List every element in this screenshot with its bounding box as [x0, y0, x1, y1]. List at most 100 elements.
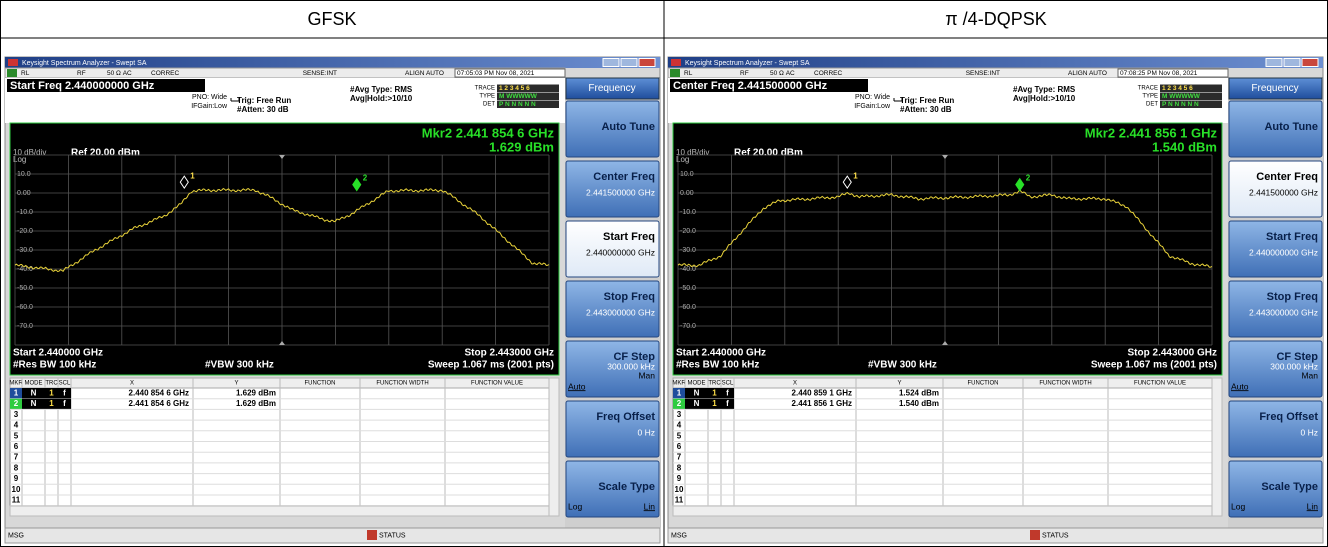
status-text: SENSE:INT — [303, 70, 337, 77]
softkey[interactable] — [1228, 160, 1323, 218]
setting: Trig: Free Run — [237, 96, 291, 105]
softkey-label: CF Step — [613, 351, 655, 363]
softkey-label: Auto Tune — [601, 121, 655, 133]
y-label: 10.0 — [17, 171, 31, 178]
softkey[interactable] — [1228, 340, 1323, 398]
softkey[interactable] — [1228, 100, 1323, 158]
marker-cell-text: 1.629 dBm — [236, 388, 276, 397]
softkey-option: Man — [1301, 370, 1318, 380]
marker-number: 8 — [677, 463, 682, 472]
softkey-option: Lin — [1307, 501, 1319, 511]
menu-title-box — [1228, 77, 1323, 100]
setting: #Atten: 30 dB — [237, 105, 289, 114]
h-scrollbar — [9, 505, 550, 517]
status-text: 50 Ω AC — [770, 70, 795, 77]
y-label: -50.0 — [17, 285, 33, 292]
message-bar — [667, 527, 1324, 544]
column-label: MODE — [688, 381, 706, 387]
active-function-box — [670, 79, 868, 92]
window-title: Keysight Spectrum Analyzer - Swept SA — [22, 60, 147, 67]
bottom-label: #VBW 300 kHz — [205, 360, 274, 371]
softkey[interactable] — [1228, 220, 1323, 278]
y-label: -30.0 — [680, 247, 696, 254]
marker-cell-text: 2.440 859 1 GHz — [792, 388, 852, 397]
softkey[interactable] — [1228, 460, 1323, 518]
trace-row-box — [497, 84, 559, 92]
softkey-value: 2.440000000 GHz — [1249, 247, 1318, 257]
softkey[interactable] — [565, 100, 660, 158]
status-text: RF — [77, 70, 86, 77]
marker-readout: 1.629 dBm — [489, 139, 554, 154]
setting: PNO: Wide — [855, 94, 890, 101]
column-label: FUNCTION VALUE — [1134, 381, 1186, 387]
active-function: Start Freq 2.440000000 GHz — [10, 80, 155, 92]
status-icon — [670, 69, 680, 77]
softkey[interactable] — [1228, 400, 1323, 458]
softkey[interactable] — [565, 220, 660, 278]
marker-cell-text: 2.441 854 6 GHz — [129, 399, 189, 408]
marker-number: 6 — [677, 442, 682, 451]
column-label: TRC — [708, 381, 721, 387]
marker-flag: 1 — [190, 171, 195, 180]
menu-title: Frequency — [1251, 83, 1298, 94]
trace-label: TYPE — [479, 94, 495, 100]
bottom-label: Start 2.440000 GHz — [13, 348, 103, 359]
menu-title-box — [565, 77, 660, 100]
softkey-label: Center Freq — [593, 171, 655, 183]
softkey[interactable] — [565, 340, 660, 398]
app-icon — [671, 59, 681, 66]
marker-readout: Mkr2 2.441 856 1 GHz — [1085, 125, 1218, 140]
setting: IFGain:Low — [854, 103, 891, 110]
plot-frame — [672, 122, 1223, 376]
softkey[interactable] — [1228, 280, 1323, 338]
trace — [14, 187, 550, 273]
softkey[interactable] — [565, 160, 660, 218]
app-icon — [8, 59, 18, 66]
time-box — [454, 68, 566, 78]
setting: #Avg Type: RMS — [1013, 85, 1076, 94]
marker-cell-text: N — [31, 388, 37, 397]
y-label: -60.0 — [680, 304, 696, 311]
y-label: -10.0 — [17, 209, 33, 216]
softkey-value: 2.441500000 GHz — [1249, 187, 1318, 197]
marker-readout: 1.540 dBm — [1152, 139, 1217, 154]
marker-number-cell — [10, 388, 22, 399]
marker-diamond — [352, 177, 362, 192]
pno-icon — [893, 98, 903, 102]
softkey[interactable] — [565, 280, 660, 338]
setting: #Avg Type: RMS — [350, 85, 413, 94]
softkey[interactable] — [565, 460, 660, 518]
scale-label: 10 dB/div — [676, 148, 709, 157]
softkey[interactable] — [565, 400, 660, 458]
marker-number: 11 — [675, 495, 684, 504]
status-icon — [7, 69, 17, 77]
h-scrollbar — [672, 505, 1213, 517]
status-text: RF — [740, 70, 749, 77]
marker-number: 7 — [677, 453, 682, 462]
window-title: Keysight Spectrum Analyzer - Swept SA — [685, 60, 810, 67]
marker-number-cell — [10, 398, 22, 410]
y-label: -70.0 — [680, 323, 696, 330]
marker-cell-text: 1.629 dBm — [236, 399, 276, 408]
marker-table — [9, 377, 560, 517]
marker-number-cell — [673, 388, 685, 399]
y-label: 0.00 — [17, 190, 31, 197]
softkey-label: CF Step — [1276, 351, 1318, 363]
marker-cell-text: 2.440 854 6 GHz — [129, 388, 189, 397]
softkey-label: Scale Type — [1261, 481, 1318, 493]
marker-cell-text: N — [31, 399, 37, 408]
column-label: FUNCTION WIDTH — [376, 381, 428, 387]
softkey-value: 0 Hz — [1301, 427, 1318, 437]
status-label: STATUS — [1042, 532, 1069, 539]
ref-level: Ref 20.00 dBm — [71, 148, 140, 159]
softkey-label: Center Freq — [1256, 171, 1318, 183]
status-text: 07:08:25 PM Nov 08, 2021 — [1120, 70, 1198, 77]
setting: Trig: Free Run — [900, 96, 954, 105]
marker-cell-text: 2 — [14, 399, 19, 408]
bottom-label: Stop 2.443000 GHz — [465, 348, 554, 359]
trace-row: P N N N N N — [499, 101, 536, 108]
y-label: -30.0 — [17, 247, 33, 254]
softkey-value: 300.000 kHz — [1270, 361, 1318, 371]
column-label: MKR — [672, 381, 686, 387]
status-text: ALIGN AUTO — [405, 70, 444, 77]
